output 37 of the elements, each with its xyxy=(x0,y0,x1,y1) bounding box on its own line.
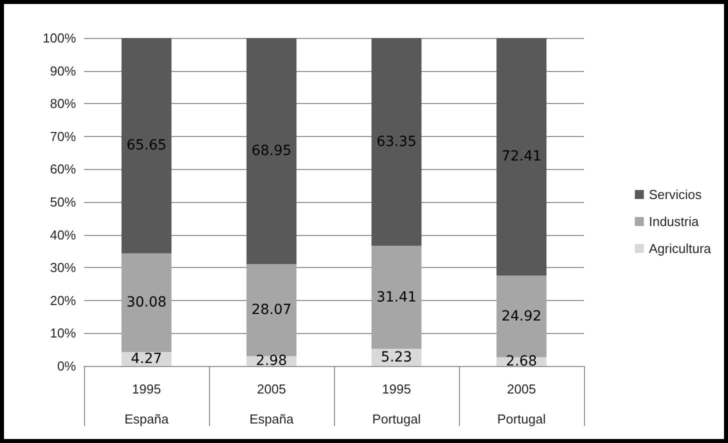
data-label: 5.23 xyxy=(380,349,412,366)
y-tick-label: 90% xyxy=(50,63,76,78)
bar xyxy=(246,38,296,264)
data-label: 24.92 xyxy=(501,308,542,324)
bar xyxy=(372,38,422,246)
legend-label: Industria xyxy=(648,214,700,229)
y-tick-label: 60% xyxy=(50,162,76,177)
data-label: 4.27 xyxy=(130,350,162,367)
legend-label: Servicios xyxy=(648,187,702,202)
y-tick-label: 50% xyxy=(50,194,76,210)
data-label: 68.95 xyxy=(251,143,292,160)
y-tick-label: 0% xyxy=(57,358,76,374)
y-tick-label: 40% xyxy=(50,227,76,242)
data-label: 28.07 xyxy=(251,302,292,318)
x-tick-label: 2005 Portugal xyxy=(497,382,546,426)
y-tick-label: 70% xyxy=(50,128,76,144)
y-tick-label: 20% xyxy=(50,292,76,308)
bar xyxy=(372,246,422,349)
data-label: 2.98 xyxy=(256,353,288,370)
data-label: 65.65 xyxy=(126,138,167,154)
data-label: 30.08 xyxy=(126,294,167,311)
bar xyxy=(122,38,172,254)
data-label: 31.41 xyxy=(376,289,417,306)
x-tick-label: 1995 Portugal xyxy=(372,382,421,426)
x-tick-label: 1995 España xyxy=(124,382,170,426)
y-tick-label: 30% xyxy=(50,260,76,276)
y-tick-label: 80% xyxy=(50,96,76,112)
data-label: 63.35 xyxy=(376,134,417,150)
bar xyxy=(122,253,172,352)
data-label: 2.68 xyxy=(506,354,538,370)
legend-label: Agricultura xyxy=(648,241,712,256)
bar xyxy=(246,264,296,356)
y-tick-label: 100% xyxy=(42,30,76,46)
bar xyxy=(496,38,546,276)
data-label: 72.41 xyxy=(501,148,542,165)
y-tick-label: 10% xyxy=(50,326,76,341)
x-tick-label: 2005 España xyxy=(249,382,294,426)
